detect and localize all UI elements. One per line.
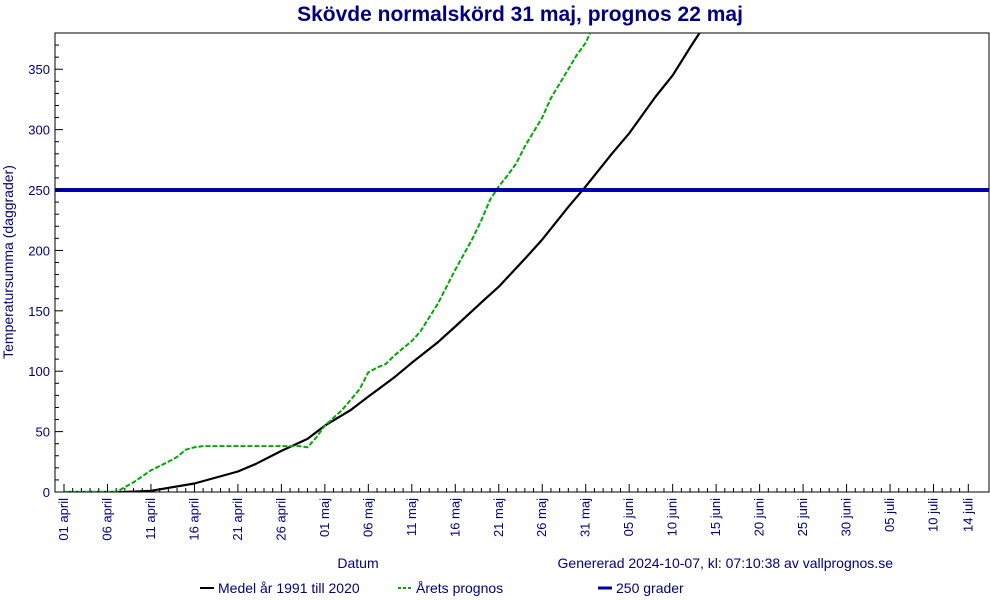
y-tick-label: 300 xyxy=(28,123,50,138)
x-tick-label: 06 april xyxy=(99,498,114,541)
footnote: Genererad 2024-10-07, kl: 07:10:38 av va… xyxy=(558,555,894,571)
x-tick-label: 21 maj xyxy=(491,498,506,537)
y-tick-label: 100 xyxy=(28,364,50,379)
x-axis: 01 april 06 april 11 april 16 april 21 april… xyxy=(56,484,975,541)
x-tick-label: 26 april xyxy=(273,498,288,541)
x-tick-label: 21 april xyxy=(230,498,245,541)
x-tick-label: 11 maj xyxy=(404,498,419,536)
x-tick-label: 05 juli xyxy=(882,498,897,532)
x-tick-label: 01 april xyxy=(56,498,71,541)
x-tick-label: 01 maj xyxy=(317,498,332,537)
chart-title: Skövde normalskörd 31 maj, prognos 22 ma… xyxy=(297,3,743,26)
y-tick-label: 150 xyxy=(28,304,50,319)
x-tick-label: 15 juni xyxy=(708,498,723,536)
x-tick-label: 10 juli xyxy=(926,498,941,532)
x-tick-label: 26 maj xyxy=(534,498,549,537)
legend-label-3: 250 grader xyxy=(616,580,684,596)
x-tick-label: 16 maj xyxy=(447,498,462,537)
x-tick-label: 31 maj xyxy=(578,498,593,537)
x-tick-label: 05 juni xyxy=(621,498,636,536)
legend-label-2: Årets prognos xyxy=(416,580,503,596)
y-tick-label: 250 xyxy=(28,183,50,198)
y-tick-label: 0 xyxy=(43,485,50,500)
x-tick-label: 25 juni xyxy=(795,498,810,536)
series-line-2 xyxy=(64,33,592,492)
y-tick-label: 50 xyxy=(36,425,50,440)
y-tick-label: 200 xyxy=(28,243,50,258)
y-tick-label: 350 xyxy=(28,62,50,77)
x-tick-label: 11 april xyxy=(143,498,158,540)
x-axis-label: Datum xyxy=(337,555,378,571)
x-tick-label: 06 maj xyxy=(360,498,375,537)
y-axis-label: Temperatursumma (daggrader) xyxy=(0,165,16,359)
x-tick-label: 10 juni xyxy=(665,498,680,536)
y-axis: 0 50 100 150 200 250 300 350 xyxy=(28,32,63,500)
x-tick-label: 20 juni xyxy=(752,498,767,536)
x-tick-label: 14 juli xyxy=(960,498,975,532)
legend: Medel år 1991 till 2020 Årets prognos 250 … xyxy=(200,580,684,596)
series-line-1 xyxy=(64,33,701,492)
legend-label-1: Medel år 1991 till 2020 xyxy=(218,580,360,596)
plot-lines xyxy=(55,33,989,492)
x-tick-label: 16 april xyxy=(186,498,201,541)
x-tick-label: 30 juni xyxy=(839,498,854,536)
